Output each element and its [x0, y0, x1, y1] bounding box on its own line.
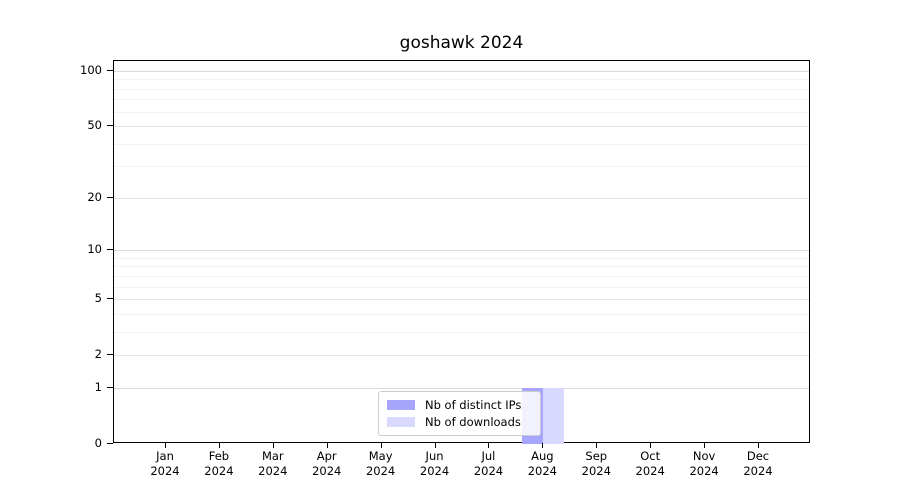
x-tick-mark — [542, 443, 544, 448]
legend-swatch-distinct-ips — [387, 400, 415, 410]
x-tick-label: May 2024 — [365, 449, 396, 478]
x-tick-label: Jan 2024 — [150, 449, 180, 478]
y-tick-label: 10 — [87, 242, 102, 257]
x-tick-mark — [757, 443, 759, 448]
x-tick-label: Nov 2024 — [689, 449, 719, 478]
bar-nb-of-downloads-aug-2024 — [543, 387, 565, 444]
y-gridline-minor — [114, 266, 809, 268]
y-tick-mark — [107, 249, 113, 251]
y-gridline — [114, 387, 809, 389]
y-tick-mark — [107, 354, 113, 356]
y-tick-mark — [107, 443, 113, 444]
y-tick-label: 50 — [87, 118, 102, 133]
x-tick-mark — [165, 443, 166, 448]
x-tick-label: Jun 2024 — [419, 449, 450, 478]
y-tick-mark — [107, 298, 113, 300]
y-gridline-minor — [114, 166, 809, 168]
y-gridline-minor — [114, 257, 809, 259]
y-tick-mark — [107, 196, 113, 198]
y-gridline-minor — [114, 143, 809, 145]
x-tick-label: Apr 2024 — [312, 449, 342, 478]
y-gridline-minor — [114, 286, 809, 288]
x-tick-label: Feb 2024 — [204, 449, 234, 478]
x-tick-mark — [434, 443, 436, 448]
y-tick-mark — [107, 69, 113, 71]
y-gridline — [114, 70, 809, 72]
y-tick-label: 0 — [94, 436, 102, 450]
x-tick-mark — [650, 443, 652, 448]
y-tick-label: 5 — [94, 291, 102, 306]
x-tick-label: Mar 2024 — [258, 449, 288, 478]
y-gridline-minor — [114, 331, 809, 333]
x-tick-mark — [272, 443, 274, 448]
x-tick-mark — [704, 443, 706, 448]
x-tick-mark — [326, 443, 328, 448]
x-tick-mark — [488, 443, 490, 448]
y-gridline — [114, 355, 809, 357]
y-gridline — [114, 250, 809, 252]
x-tick-label: Jul 2024 — [473, 449, 504, 478]
y-gridline — [114, 126, 809, 128]
x-tick-label: Sep 2024 — [581, 449, 611, 478]
x-tick-label: Oct 2024 — [635, 449, 665, 478]
plot-area — [113, 60, 810, 444]
y-gridline-minor — [114, 79, 809, 81]
y-tick-label: 2 — [94, 347, 102, 362]
x-tick-mark — [596, 443, 598, 448]
y-tick-label: 100 — [80, 62, 102, 77]
y-tick-label: 1 — [94, 379, 102, 394]
y-gridline-minor — [114, 313, 809, 315]
y-gridline — [114, 299, 809, 301]
x-tick-label: Dec 2024 — [743, 449, 773, 478]
y-tick-label: 20 — [87, 189, 102, 204]
y-gridline-minor — [114, 99, 809, 101]
x-tick-label: Aug 2024 — [527, 449, 557, 478]
legend-swatch-downloads — [387, 417, 415, 427]
y-gridline-minor — [114, 275, 809, 277]
y-gridline — [114, 197, 809, 199]
chart-title: goshawk 2024 — [399, 33, 524, 53]
legend-item-distinct-ips: Nb of distinct IPs — [387, 397, 540, 412]
legend-label-downloads: Nb of downloads — [425, 414, 521, 429]
x-tick-mark — [218, 443, 220, 448]
legend: Nb of distinct IPs Nb of downloads — [378, 391, 541, 436]
legend-label-distinct-ips: Nb of distinct IPs — [425, 397, 522, 412]
legend-item-downloads: Nb of downloads — [387, 414, 540, 429]
y-gridline-minor — [114, 111, 809, 113]
x-tick-mark — [380, 443, 382, 448]
y-gridline-minor — [114, 88, 809, 90]
y-tick-mark — [107, 125, 113, 127]
y-tick-mark — [107, 386, 113, 388]
